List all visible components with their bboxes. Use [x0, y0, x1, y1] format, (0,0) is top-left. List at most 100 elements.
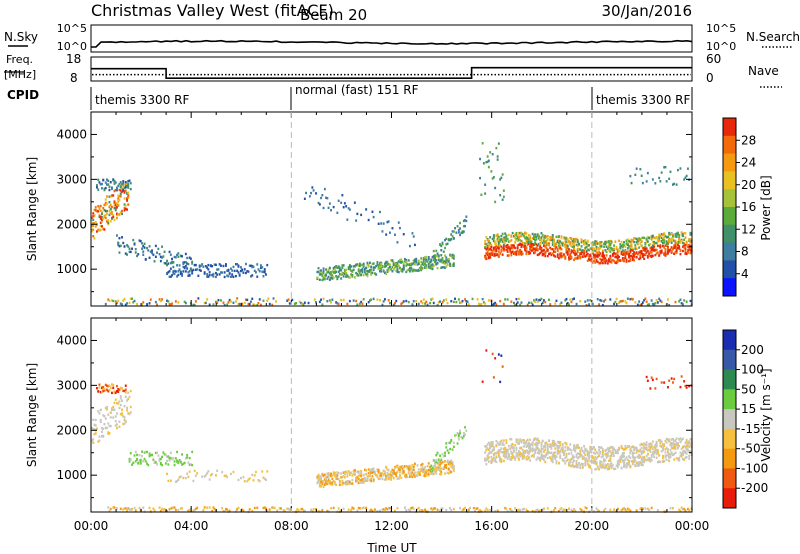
range-cell	[437, 468, 440, 471]
range-cell	[395, 265, 398, 268]
range-cell	[497, 235, 500, 239]
range-cell	[545, 453, 548, 457]
range-cell	[486, 443, 489, 446]
range-cell	[528, 446, 530, 450]
range-cell	[518, 458, 520, 461]
range-cell	[111, 383, 113, 386]
range-cell	[650, 299, 653, 302]
range-cell	[499, 252, 502, 255]
range-cell	[171, 302, 173, 305]
range-cell	[684, 252, 687, 255]
range-cell	[616, 258, 619, 261]
range-cell	[101, 220, 103, 223]
range-cell	[660, 236, 663, 240]
range-cell	[396, 470, 399, 474]
range-cell	[358, 473, 361, 477]
range-cell	[435, 460, 438, 464]
nave-tick-bottom: 0	[706, 71, 714, 85]
range-cell	[149, 250, 152, 253]
range-cell	[584, 464, 587, 467]
range-cell	[171, 506, 173, 510]
range-cell	[650, 459, 653, 462]
range-cell	[431, 297, 434, 300]
range-cell	[564, 245, 567, 249]
range-cell	[683, 380, 686, 383]
range-cell	[121, 387, 123, 390]
range-cell	[651, 451, 654, 454]
range-cell	[394, 233, 396, 236]
range-cell	[250, 275, 252, 278]
range-cell	[386, 263, 389, 266]
range-cell	[414, 269, 416, 272]
range-cell	[658, 254, 661, 257]
range-cell	[583, 254, 585, 257]
range-cell	[332, 471, 335, 474]
range-cell	[216, 273, 219, 276]
range-cell	[526, 443, 529, 446]
range-cell	[641, 181, 644, 185]
range-cell	[673, 452, 676, 456]
range-cell	[246, 298, 249, 302]
range-cell	[560, 256, 563, 259]
range-cell	[529, 234, 532, 238]
range-cell	[123, 416, 126, 419]
range-cell	[301, 507, 304, 511]
range-cell	[111, 187, 113, 191]
range-cell	[506, 254, 509, 257]
range-cell	[613, 447, 615, 451]
range-cell	[624, 300, 627, 303]
range-cell	[675, 232, 678, 235]
range-cell	[116, 186, 118, 189]
range-cell	[487, 256, 490, 260]
range-cell	[209, 264, 212, 267]
range-cell	[332, 506, 335, 510]
range-cell	[172, 270, 175, 273]
range-cell	[663, 443, 666, 446]
range-cell	[526, 458, 529, 461]
range-cell	[611, 258, 614, 262]
range-cell	[101, 390, 103, 393]
range-cell	[382, 508, 385, 511]
range-cell	[634, 446, 637, 449]
range-cell	[576, 257, 579, 260]
range-cell	[158, 298, 161, 301]
range-cell	[513, 455, 515, 458]
range-cell	[104, 389, 107, 392]
range-cell	[121, 236, 123, 239]
range-cell	[394, 263, 396, 266]
range-cell	[407, 465, 410, 468]
range-cell	[584, 300, 587, 303]
range-cell	[629, 259, 632, 262]
range-cell	[112, 386, 115, 390]
range-cell	[545, 247, 548, 250]
range-cell	[126, 197, 128, 200]
range-cell	[588, 244, 590, 247]
range-cell	[525, 250, 528, 253]
range-cell	[370, 468, 373, 471]
range-cell	[544, 454, 547, 457]
range-cell	[283, 509, 286, 513]
range-cell	[533, 243, 535, 246]
range-cell	[366, 274, 369, 278]
range-cell	[119, 386, 122, 389]
range-cell	[568, 256, 570, 259]
range-cell	[338, 269, 341, 272]
range-cell	[199, 269, 202, 272]
range-cell	[427, 256, 430, 259]
range-cell	[533, 448, 535, 451]
range-cell	[409, 468, 411, 471]
range-cell	[550, 458, 553, 461]
range-cell	[591, 250, 594, 254]
range-cell	[266, 509, 269, 512]
range-cell	[316, 270, 319, 274]
range-cell	[153, 460, 156, 463]
range-cell	[504, 506, 507, 510]
range-cell	[127, 180, 130, 183]
range-cell	[553, 451, 555, 455]
range-cell	[320, 485, 322, 488]
range-cell	[536, 248, 539, 251]
range-cell	[351, 482, 354, 485]
range-cell	[464, 219, 466, 222]
range-cell	[206, 472, 209, 475]
range-cell	[683, 178, 686, 181]
